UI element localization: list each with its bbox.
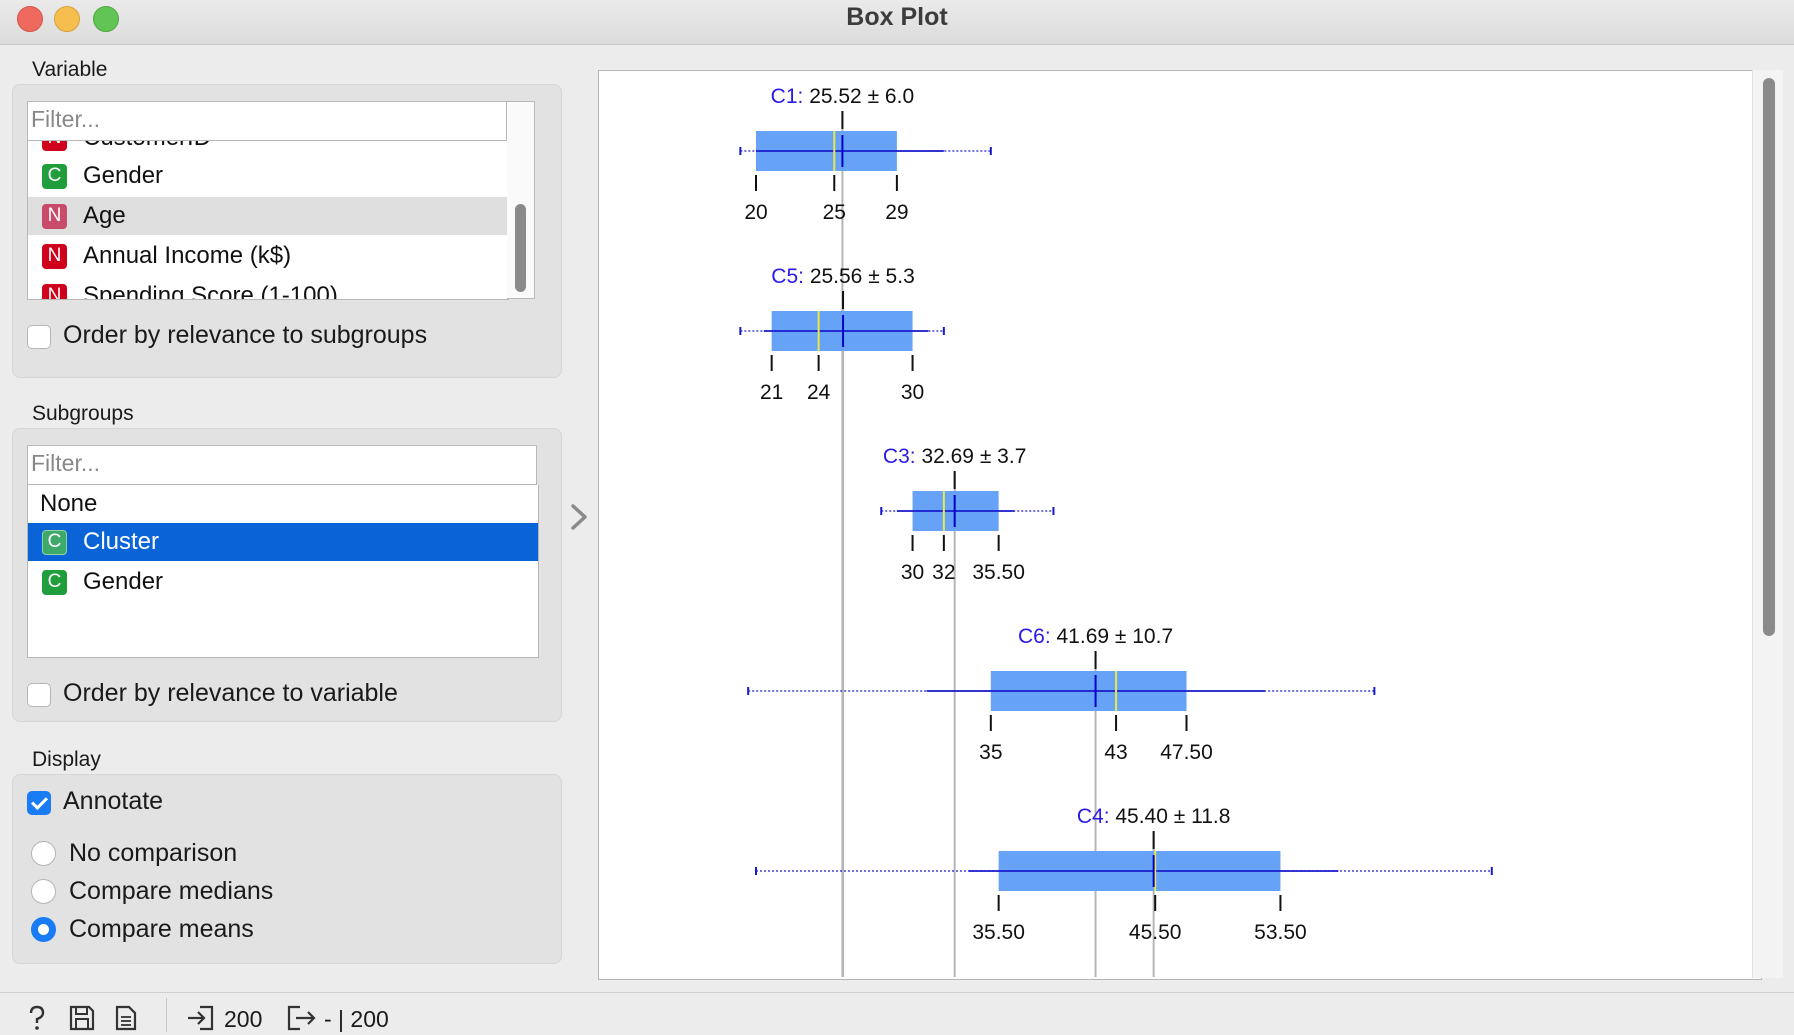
compare-means-radio[interactable] <box>31 917 56 942</box>
variable-scroll-thumb[interactable] <box>515 204 526 292</box>
mean-sd-value: 45.40 ± 11.8 <box>1115 805 1230 828</box>
order-by-relevance-variable-label: Order by relevance to variable <box>63 679 398 707</box>
quartile-label: 29 <box>885 201 908 224</box>
list-item-variable[interactable]: N Annual Income (k$) <box>28 237 508 275</box>
subgroup-name: C3: <box>883 445 922 468</box>
box-group: C6: 41.69 ± 10.7 35 43 47.50 <box>747 625 1376 764</box>
subgroup-name: C4: <box>1077 805 1116 828</box>
input-icon <box>188 1005 214 1031</box>
box-group: C1: 25.52 ± 6.0 20 25 29 <box>739 85 992 224</box>
quartile-label: 47.50 <box>1160 741 1213 764</box>
quartile-label: 45.50 <box>1129 921 1182 944</box>
subgroup-name: C5: <box>771 265 810 288</box>
mean-sd-value: 25.52 ± 6.0 <box>809 85 914 108</box>
title-bar: Box Plot <box>0 0 1794 45</box>
quartile-label: 43 <box>1104 741 1127 764</box>
box-plot-area: C1: 25.52 ± 6.0 20 25 29 C5: 25.56 ± 5.3 21 24… <box>598 70 1762 980</box>
numeric-icon: N <box>42 141 67 151</box>
list-item-variable-selected[interactable]: N Age <box>28 197 508 235</box>
window-title: Box Plot <box>846 3 948 31</box>
output-icon <box>287 1005 316 1031</box>
list-item-variable[interactable]: NCustomerID <box>28 141 508 157</box>
mean-sd-value: 41.69 ± 10.7 <box>1057 625 1174 648</box>
numeric-icon: N <box>42 283 67 299</box>
display-section-label: Display <box>32 748 101 771</box>
mean-sd-value: 32.69 ± 3.7 <box>921 445 1026 468</box>
box-annotation: C6: 41.69 ± 10.7 <box>1018 625 1173 648</box>
subgroups-section-label: Subgroups <box>32 402 134 425</box>
output-count: - | 200 <box>324 1006 389 1032</box>
quartile-label: 25 <box>823 201 846 224</box>
order-by-relevance-subgroups-checkbox[interactable] <box>27 325 51 349</box>
quartile-label: 21 <box>760 381 783 404</box>
mean-sd-value: 25.56 ± 5.3 <box>810 265 915 288</box>
quartile-label: 35.50 <box>972 561 1025 584</box>
list-item-variable[interactable]: N Spending Score (1-100) <box>28 277 508 299</box>
quartile-label: 30 <box>901 381 924 404</box>
categorical-icon: C <box>42 529 67 555</box>
order-by-relevance-subgroups-label: Order by relevance to subgroups <box>63 321 428 349</box>
subgroup-name: C6: <box>1018 625 1057 648</box>
save-icon[interactable] <box>68 1004 96 1032</box>
categorical-icon: C <box>42 569 67 595</box>
list-item-subgroup[interactable]: C Gender <box>28 563 538 601</box>
numeric-icon: N <box>42 243 67 269</box>
quartile-label: 35 <box>979 741 1002 764</box>
numeric-icon: N <box>42 203 67 229</box>
report-icon[interactable] <box>114 1004 138 1032</box>
subgroup-name: C1: <box>771 85 810 108</box>
subgroups-list[interactable]: None C Cluster C Gender <box>27 485 539 658</box>
help-icon[interactable] <box>24 1004 50 1032</box>
list-item-subgroup[interactable]: None <box>40 490 98 517</box>
box-annotation: C1: 25.52 ± 6.0 <box>771 85 914 108</box>
compare-medians-label: Compare medians <box>69 877 274 905</box>
categorical-icon: C <box>42 163 67 189</box>
quartile-label: 32 <box>932 561 955 584</box>
quartile-label: 35.50 <box>972 921 1025 944</box>
input-count: 200 <box>224 1006 263 1032</box>
box-annotation: C4: 45.40 ± 11.8 <box>1077 805 1231 828</box>
list-item-subgroup-selected[interactable]: C Cluster <box>28 523 538 561</box>
box-group: C3: 32.69 ± 3.7 30 32 35.50 <box>880 445 1055 584</box>
subgroups-filter-input[interactable]: Filter... <box>27 445 537 485</box>
plot-scroll-thumb[interactable] <box>1763 78 1775 636</box>
quartile-label: 30 <box>901 561 924 584</box>
annotate-checkbox[interactable] <box>27 791 51 815</box>
compare-medians-radio[interactable] <box>31 879 56 904</box>
variable-section-label: Variable <box>32 58 108 81</box>
list-item-variable[interactable]: C Gender <box>28 157 508 195</box>
box-annotation: C5: 25.56 ± 5.3 <box>771 265 914 288</box>
status-divider <box>166 998 167 1032</box>
close-window-button[interactable] <box>17 6 43 32</box>
box-annotation: C3: 32.69 ± 3.7 <box>883 445 1026 468</box>
subgroups-group: Filter... None C Cluster C Gender Order by… <box>12 428 562 722</box>
variable-filter-input[interactable]: Filter... <box>27 101 507 141</box>
status-bar <box>0 992 1794 1035</box>
box-group: C5: 25.56 ± 5.3 21 24 30 <box>739 265 945 404</box>
no-comparison-label: No comparison <box>69 839 238 867</box>
variable-list-scrollbar[interactable] <box>507 101 535 299</box>
minimize-window-button[interactable] <box>54 6 80 32</box>
box-plot-chart: C1: 25.52 ± 6.0 20 25 29 C5: 25.56 ± 5.3 21 24… <box>739 85 1493 977</box>
no-comparison-radio[interactable] <box>31 841 56 866</box>
display-group: Annotate No comparison Compare medians C… <box>12 774 562 964</box>
collapse-arrow-icon[interactable] <box>568 502 590 532</box>
annotate-label: Annotate <box>63 787 164 815</box>
box-group: C4: 45.40 ± 11.8 35.50 45.50 53.50 <box>755 805 1493 944</box>
compare-means-label: Compare means <box>69 915 254 943</box>
quartile-label: 20 <box>744 201 767 224</box>
zoom-window-button[interactable] <box>93 6 119 32</box>
quartile-label: 53.50 <box>1254 921 1307 944</box>
quartile-label: 24 <box>807 381 831 404</box>
order-by-relevance-variable-checkbox[interactable] <box>27 683 51 707</box>
